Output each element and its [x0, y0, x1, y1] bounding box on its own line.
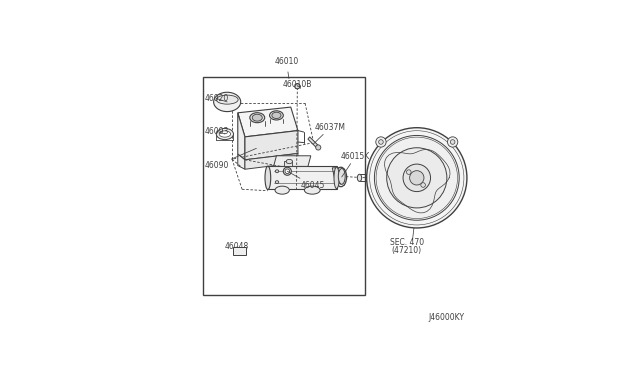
Polygon shape — [268, 166, 337, 189]
Polygon shape — [238, 113, 245, 160]
Circle shape — [376, 137, 386, 147]
Text: 46090: 46090 — [204, 148, 257, 170]
Text: SEC. 470: SEC. 470 — [390, 238, 424, 247]
Ellipse shape — [252, 114, 262, 121]
Ellipse shape — [337, 170, 344, 184]
Polygon shape — [245, 131, 298, 160]
Ellipse shape — [305, 186, 320, 194]
Polygon shape — [284, 161, 292, 166]
Ellipse shape — [272, 112, 281, 119]
Polygon shape — [238, 154, 245, 169]
Ellipse shape — [357, 174, 362, 182]
Ellipse shape — [216, 95, 238, 104]
Ellipse shape — [219, 131, 230, 137]
Text: 46093: 46093 — [204, 126, 228, 136]
Circle shape — [406, 170, 411, 174]
Ellipse shape — [285, 169, 290, 173]
Ellipse shape — [269, 111, 284, 120]
Circle shape — [451, 140, 455, 144]
Circle shape — [387, 148, 447, 208]
Polygon shape — [308, 137, 319, 148]
Ellipse shape — [216, 128, 234, 140]
Ellipse shape — [334, 167, 339, 189]
Polygon shape — [332, 168, 344, 185]
Circle shape — [447, 137, 458, 147]
Polygon shape — [238, 107, 298, 137]
Circle shape — [421, 183, 426, 187]
Text: 46020: 46020 — [204, 94, 228, 103]
Text: J46000KY: J46000KY — [428, 313, 464, 322]
Ellipse shape — [250, 113, 265, 123]
Ellipse shape — [265, 166, 271, 190]
Ellipse shape — [275, 181, 279, 183]
Polygon shape — [245, 154, 298, 169]
Text: (47210): (47210) — [392, 246, 422, 255]
Circle shape — [403, 164, 431, 192]
Text: 46010: 46010 — [275, 57, 299, 78]
Circle shape — [367, 128, 467, 228]
Ellipse shape — [275, 170, 279, 173]
Bar — [202, 77, 365, 295]
Bar — [234, 247, 246, 256]
Ellipse shape — [316, 145, 321, 150]
Ellipse shape — [284, 167, 291, 175]
Circle shape — [374, 135, 459, 220]
Circle shape — [379, 140, 383, 144]
Polygon shape — [273, 156, 311, 166]
Ellipse shape — [335, 167, 347, 187]
Ellipse shape — [339, 169, 345, 184]
Text: 46037M: 46037M — [313, 123, 346, 144]
Circle shape — [410, 171, 424, 185]
Ellipse shape — [286, 159, 292, 164]
Text: 46048: 46048 — [225, 242, 249, 251]
Text: 46045: 46045 — [287, 171, 325, 190]
Ellipse shape — [295, 84, 300, 89]
Ellipse shape — [214, 92, 241, 112]
Ellipse shape — [275, 186, 289, 194]
Text: 46015K: 46015K — [341, 152, 370, 177]
Text: 46010B: 46010B — [282, 80, 312, 89]
